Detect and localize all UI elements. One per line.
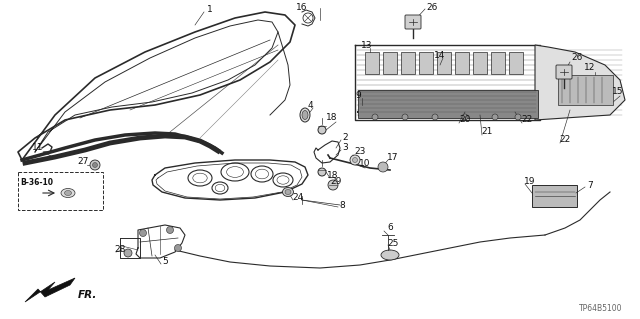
Text: 4: 4 <box>307 100 313 109</box>
Text: 3: 3 <box>342 143 348 152</box>
Circle shape <box>175 244 182 251</box>
Text: 2: 2 <box>342 133 348 143</box>
Circle shape <box>402 114 408 120</box>
Circle shape <box>166 226 173 234</box>
Text: 1: 1 <box>207 5 213 14</box>
Text: 15: 15 <box>612 87 624 97</box>
Bar <box>18 172 103 210</box>
Text: 24: 24 <box>292 194 303 203</box>
Text: 8: 8 <box>339 201 345 210</box>
Text: 29: 29 <box>330 177 342 187</box>
Bar <box>509 52 523 74</box>
Text: 26: 26 <box>426 3 438 11</box>
Text: 21: 21 <box>481 128 493 137</box>
Circle shape <box>378 162 388 172</box>
Polygon shape <box>25 278 75 302</box>
Text: TP64B5100: TP64B5100 <box>579 304 622 313</box>
Circle shape <box>462 114 468 120</box>
Bar <box>383 52 397 74</box>
Circle shape <box>93 162 97 167</box>
Bar <box>532 185 577 207</box>
Bar <box>419 52 433 74</box>
Bar <box>491 52 505 74</box>
Text: 18: 18 <box>327 170 339 180</box>
Text: 12: 12 <box>584 63 596 72</box>
Text: 18: 18 <box>326 114 338 122</box>
Circle shape <box>318 168 326 176</box>
Text: B-36-10: B-36-10 <box>20 178 53 187</box>
Ellipse shape <box>353 158 358 162</box>
Ellipse shape <box>285 189 291 195</box>
Text: 7: 7 <box>587 181 593 189</box>
Text: 14: 14 <box>435 50 445 60</box>
Circle shape <box>90 160 100 170</box>
Text: 19: 19 <box>524 177 536 187</box>
Bar <box>358 90 538 118</box>
Circle shape <box>515 114 521 120</box>
FancyBboxPatch shape <box>405 15 421 29</box>
Text: 27: 27 <box>77 158 89 167</box>
Circle shape <box>140 229 147 236</box>
Bar <box>473 52 487 74</box>
Bar <box>401 52 415 74</box>
Circle shape <box>372 114 378 120</box>
Text: 11: 11 <box>32 144 44 152</box>
Ellipse shape <box>302 110 308 120</box>
Ellipse shape <box>282 188 294 197</box>
Text: FR.: FR. <box>78 290 97 300</box>
Ellipse shape <box>65 190 72 196</box>
Text: 17: 17 <box>387 153 399 162</box>
Text: 22: 22 <box>559 136 571 145</box>
Ellipse shape <box>350 155 360 165</box>
Bar <box>437 52 451 74</box>
Circle shape <box>432 114 438 120</box>
Text: 20: 20 <box>460 115 470 124</box>
Polygon shape <box>535 45 625 120</box>
Bar <box>558 75 613 105</box>
Text: 26: 26 <box>572 54 582 63</box>
Ellipse shape <box>300 108 310 122</box>
Circle shape <box>318 126 326 134</box>
Bar <box>365 52 379 74</box>
Ellipse shape <box>381 250 399 260</box>
Circle shape <box>492 114 498 120</box>
Text: 9: 9 <box>355 91 361 100</box>
Text: 5: 5 <box>162 257 168 266</box>
Text: 10: 10 <box>359 159 371 167</box>
Text: 6: 6 <box>387 224 393 233</box>
Text: 25: 25 <box>387 239 399 248</box>
Text: 16: 16 <box>296 3 308 11</box>
Text: 28: 28 <box>115 246 125 255</box>
Text: 13: 13 <box>361 41 372 49</box>
Ellipse shape <box>61 189 75 197</box>
Text: 22: 22 <box>522 115 532 124</box>
Bar <box>455 52 469 74</box>
Text: 23: 23 <box>355 147 365 157</box>
FancyBboxPatch shape <box>556 65 572 79</box>
Circle shape <box>328 180 338 190</box>
Circle shape <box>124 249 132 257</box>
